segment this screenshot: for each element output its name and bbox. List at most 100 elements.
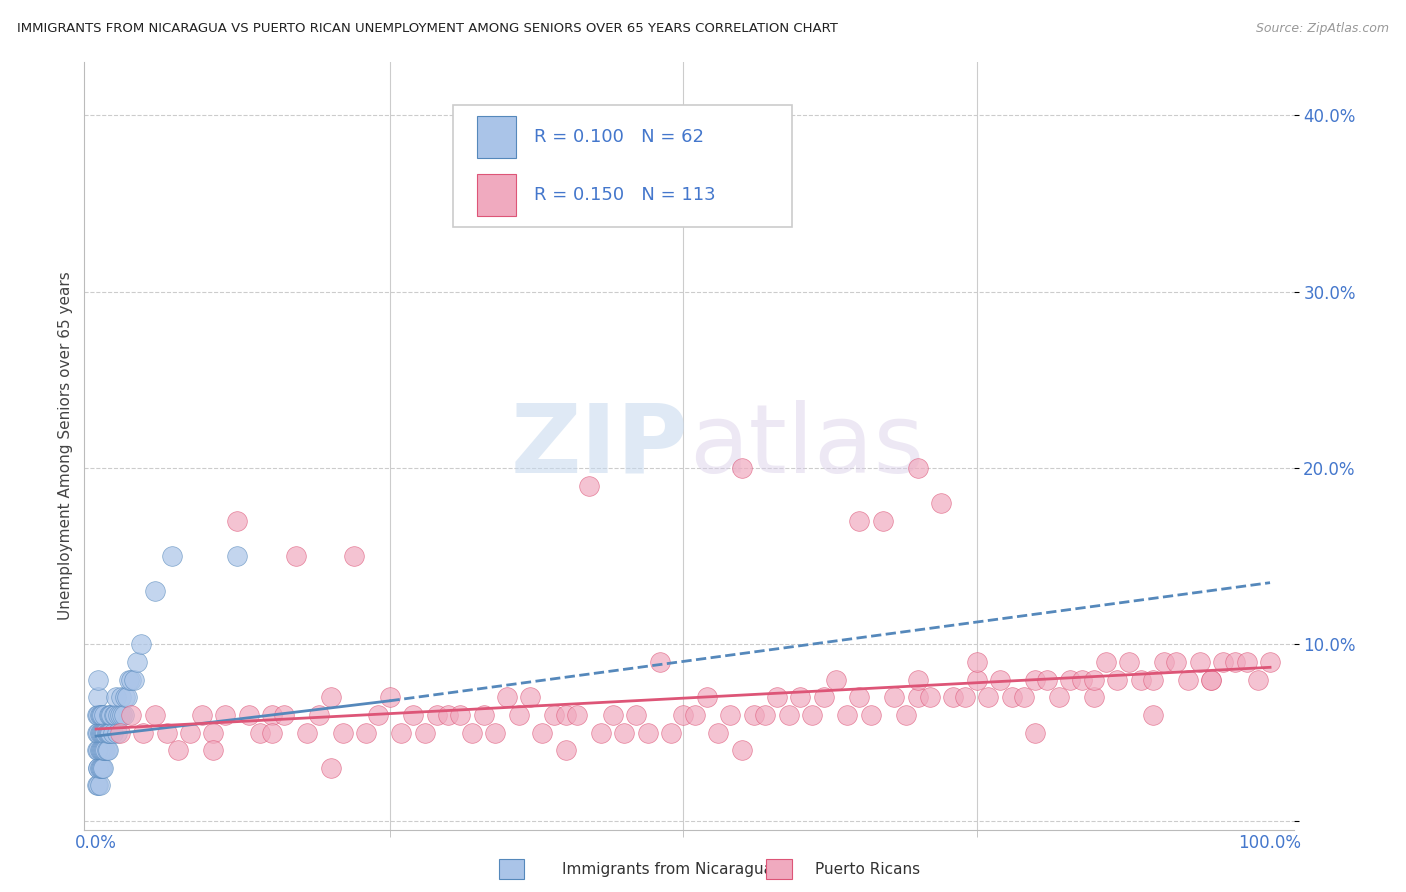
Point: [449, 707, 471, 722]
Point: [378, 690, 401, 705]
Point: [1024, 725, 1046, 739]
Point: [1047, 690, 1070, 705]
Point: [413, 725, 436, 739]
Point: [91, 761, 114, 775]
Point: [190, 707, 212, 722]
Point: [111, 707, 134, 722]
Point: [132, 725, 155, 739]
Point: [127, 655, 149, 669]
Point: [613, 725, 636, 739]
Point: [100, 707, 122, 722]
Point: [1107, 673, 1129, 687]
Point: [86, 725, 108, 739]
Point: [859, 707, 882, 722]
Point: [659, 725, 682, 739]
Point: [977, 690, 1000, 705]
Point: [718, 707, 741, 722]
Point: [91, 743, 114, 757]
Point: [602, 707, 624, 722]
Point: [167, 743, 190, 757]
Point: [907, 461, 929, 475]
Point: [953, 690, 976, 705]
Point: [107, 707, 129, 722]
Point: [202, 725, 225, 739]
Point: [942, 690, 965, 705]
Point: [731, 743, 754, 757]
Point: [179, 725, 201, 739]
Point: [1083, 690, 1105, 705]
Point: [86, 743, 108, 757]
Point: [202, 743, 225, 757]
FancyBboxPatch shape: [453, 104, 792, 227]
Text: ZIP: ZIP: [510, 400, 689, 492]
Point: [91, 725, 114, 739]
Point: [672, 707, 695, 722]
Point: [624, 707, 647, 722]
Point: [87, 673, 110, 687]
Point: [437, 707, 460, 722]
Point: [543, 707, 565, 722]
Point: [554, 743, 576, 757]
Point: [238, 707, 260, 722]
Point: [86, 707, 108, 722]
Point: [1024, 673, 1046, 687]
Point: [696, 690, 718, 705]
Point: [801, 707, 824, 722]
Point: [907, 673, 929, 687]
Point: [966, 655, 988, 669]
Point: [114, 690, 136, 705]
Point: [554, 707, 576, 722]
Point: [120, 673, 142, 687]
Point: [1223, 655, 1246, 669]
Point: [742, 707, 765, 722]
Point: [94, 743, 117, 757]
Point: [472, 707, 495, 722]
Point: [1188, 655, 1211, 669]
Point: [367, 707, 389, 722]
Point: [1142, 673, 1164, 687]
Point: [778, 707, 800, 722]
Point: [1212, 655, 1234, 669]
Point: [262, 707, 284, 722]
Point: [101, 725, 124, 739]
Point: [98, 725, 121, 739]
Point: [96, 725, 118, 739]
Point: [105, 690, 128, 705]
Point: [731, 461, 754, 475]
Point: [94, 725, 117, 739]
Point: [837, 707, 859, 722]
Point: [120, 707, 142, 722]
FancyBboxPatch shape: [478, 174, 516, 216]
Point: [1201, 673, 1223, 687]
Point: [578, 478, 600, 492]
Point: [98, 725, 121, 739]
Point: [1129, 673, 1152, 687]
Point: [90, 743, 112, 757]
Point: [519, 690, 541, 705]
Point: [648, 655, 671, 669]
Point: [87, 690, 110, 705]
Point: [89, 761, 111, 775]
Point: [1083, 673, 1105, 687]
Point: [1153, 655, 1175, 669]
Point: [118, 673, 141, 687]
Point: [343, 549, 366, 564]
Point: [1118, 655, 1140, 669]
Text: Puerto Ricans: Puerto Ricans: [815, 863, 921, 877]
Point: [766, 690, 789, 705]
Point: [848, 514, 870, 528]
Point: [97, 743, 120, 757]
Text: atlas: atlas: [689, 400, 924, 492]
Point: [91, 707, 114, 722]
Point: [90, 725, 112, 739]
Point: [567, 707, 589, 722]
Point: [91, 761, 114, 775]
Point: [98, 707, 121, 722]
Point: [108, 707, 131, 722]
Point: [93, 707, 115, 722]
Point: [308, 707, 330, 722]
Point: [1201, 673, 1223, 687]
Point: [931, 496, 953, 510]
Point: [1094, 655, 1116, 669]
Point: [249, 725, 271, 739]
